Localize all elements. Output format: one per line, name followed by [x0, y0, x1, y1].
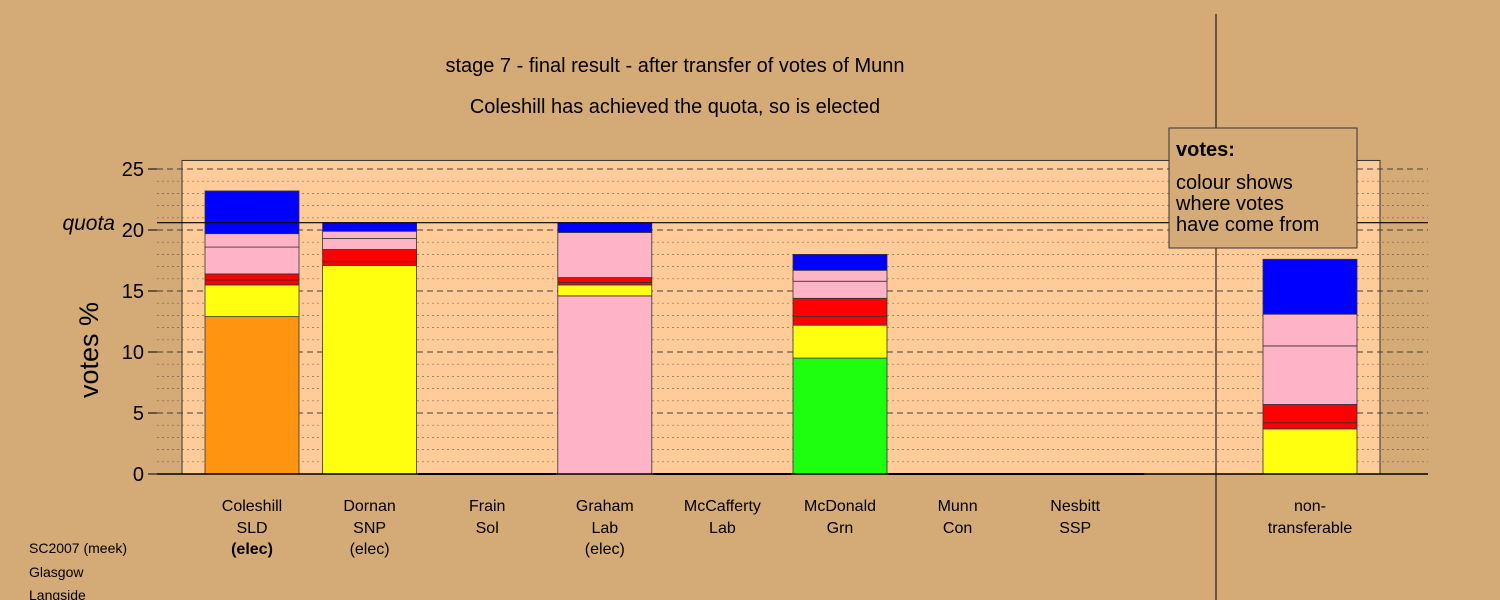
candidate-labels: Coleshill SLD (elec) Dornan SNP (elec) Frain So… [222, 498, 1353, 558]
nontransferable-bar-segment [1262, 404, 1358, 424]
bar-segment [557, 284, 653, 297]
y-tick-label: 20 [122, 220, 144, 242]
candidate-name: McDonald [804, 498, 876, 515]
bar-segment [322, 261, 418, 266]
bar-segment [792, 316, 888, 326]
bars [204, 190, 1358, 475]
bar-segment [204, 273, 300, 281]
bar-segment [204, 316, 300, 475]
y-tick-label: 0 [133, 464, 144, 486]
y-tick-label: 10 [122, 342, 144, 364]
axes [148, 14, 1428, 600]
legend-title: votes: [1176, 139, 1235, 161]
candidate-party: Grn [827, 520, 854, 537]
candidate-status: (elec) [231, 541, 273, 558]
footer: SC2007 (meek) Glasgow Langside [29, 540, 127, 600]
bar-segment [792, 357, 888, 475]
footer-line-3: Langside [29, 587, 86, 600]
candidate-party: Lab [591, 520, 618, 537]
nontransferable-label: non- [1294, 498, 1326, 515]
bar-segment [792, 324, 888, 359]
nontransferable-bar-segment [1262, 345, 1358, 405]
candidate-party: SLD [236, 520, 267, 537]
candidate-name: Frain [469, 498, 505, 515]
bar-segment [322, 230, 418, 239]
bar-segment [792, 253, 888, 271]
footer-line-2: Glasgow [29, 564, 84, 580]
nontransferable-bar-segment [1262, 422, 1358, 430]
bar-segment [204, 284, 300, 318]
legend-box [1168, 127, 1358, 249]
candidate-name: Graham [576, 498, 634, 515]
legend: votes: colour shows where votes have com… [1168, 127, 1358, 249]
bar-segment [557, 232, 653, 278]
legend-line-1: colour shows [1176, 172, 1293, 194]
bar-segment [204, 190, 300, 235]
bar-segment [204, 246, 300, 275]
bar-segment [204, 233, 300, 248]
candidate-status: (elec) [585, 541, 625, 558]
y-tick-label: 15 [122, 281, 144, 303]
chart-subtitle: Coleshill has achieved the quota, so is … [470, 96, 880, 118]
bar-segment [322, 264, 418, 475]
candidate-name: Coleshill [222, 498, 282, 515]
bar-segment [204, 279, 300, 286]
y-axis-label: votes % [74, 302, 104, 398]
legend-line-2: where votes [1175, 193, 1284, 215]
footer-line-1: SC2007 (meek) [29, 540, 127, 556]
bar-segment [792, 269, 888, 282]
nontransferable-label: transferable [1268, 520, 1353, 537]
y-tick-labels: 0 5 10 15 20 25 [122, 159, 144, 486]
y-tick-label: 5 [133, 403, 144, 425]
nontransferable-bar-segment [1262, 428, 1358, 475]
y-tick-label: 25 [122, 159, 144, 181]
candidate-party: Lab [709, 520, 736, 537]
bar-segment [557, 222, 653, 233]
candidate-party: SNP [353, 520, 386, 537]
candidate-name: McCafferty [684, 498, 761, 515]
bar-segment [557, 295, 653, 475]
candidate-name: Dornan [343, 498, 395, 515]
candidate-name: Munn [938, 498, 978, 515]
candidate-party: Sol [476, 520, 499, 537]
bar-segment [792, 280, 888, 299]
bar-segment [322, 238, 418, 250]
bar-segment [322, 222, 418, 232]
candidate-party: SSP [1059, 520, 1091, 537]
legend-line-3: have come from [1176, 214, 1319, 236]
candidate-status: (elec) [350, 541, 390, 558]
candidate-party: Con [943, 520, 972, 537]
bar-segment [322, 249, 418, 263]
chart-title: stage 7 - final result - after transfer … [445, 55, 904, 77]
nontransferable-bar-segment [1262, 313, 1358, 347]
candidate-name: Nesbitt [1050, 498, 1100, 515]
quota-label: quota [62, 212, 115, 235]
bar-segment [792, 297, 888, 318]
nontransferable-bar-segment [1262, 258, 1358, 315]
bar-segment [557, 277, 653, 283]
